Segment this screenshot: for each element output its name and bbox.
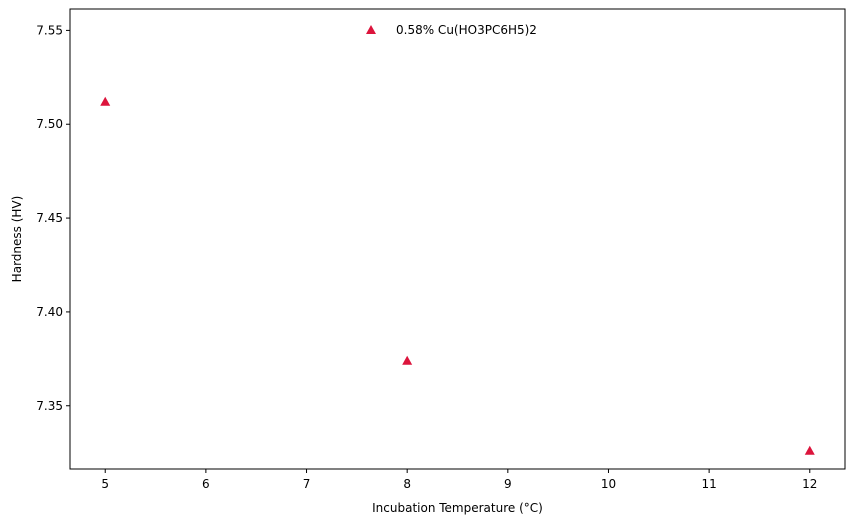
x-tick-label-7: 7 <box>303 477 311 491</box>
x-tick-label-8: 8 <box>403 477 411 491</box>
x-tick-label-6: 6 <box>202 477 210 491</box>
data-point-0-0 <box>100 96 111 106</box>
x-tick-label-10: 10 <box>601 477 616 491</box>
y-axis-label: Hardness (HV) <box>10 196 24 283</box>
y-tick-label-1: 7.40 <box>36 305 63 319</box>
x-axis-label: Incubation Temperature (°C) <box>372 501 543 515</box>
data-points <box>100 96 815 455</box>
legend: 0.58% Cu(HO3PC6H5)2 <box>366 23 537 37</box>
y-tick-label-4: 7.55 <box>36 23 63 37</box>
x-axis-ticks: 5 6 7 8 9 10 11 12 <box>101 469 817 491</box>
y-tick-label-2: 7.45 <box>36 211 63 225</box>
x-tick-label-9: 9 <box>504 477 512 491</box>
x-tick-label-5: 5 <box>101 477 109 491</box>
data-point-0-1 <box>402 355 413 365</box>
y-axis-ticks: 7.35 7.40 7.45 7.50 7.55 <box>36 23 70 413</box>
legend-marker-triangle <box>366 25 376 34</box>
x-tick-label-11: 11 <box>701 477 716 491</box>
y-tick-label-3: 7.50 <box>36 117 63 131</box>
x-tick-label-12: 12 <box>802 477 817 491</box>
plot-area <box>69 8 846 470</box>
y-tick-label-0: 7.35 <box>36 399 63 413</box>
data-point-0-2 <box>804 445 815 455</box>
legend-label: 0.58% Cu(HO3PC6H5)2 <box>396 23 537 37</box>
